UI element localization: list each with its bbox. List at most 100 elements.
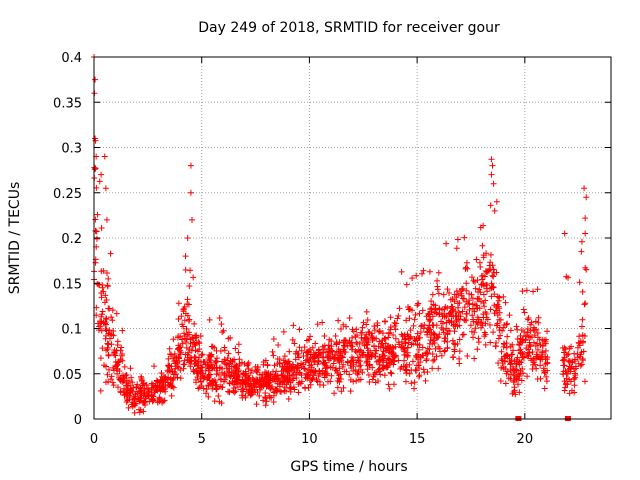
data-point	[218, 321, 225, 328]
data-point	[220, 327, 227, 334]
data-point	[152, 383, 159, 390]
data-point	[314, 361, 321, 368]
data-point	[137, 390, 144, 397]
y-tick-label: 0.05	[53, 368, 82, 383]
data-point	[559, 357, 566, 364]
data-point	[371, 327, 378, 334]
data-point	[340, 346, 347, 353]
data-point	[346, 315, 353, 322]
data-point	[102, 315, 109, 322]
data-point	[384, 363, 391, 370]
data-point	[582, 215, 589, 222]
data-point	[532, 318, 539, 325]
data-point	[107, 250, 114, 257]
data-point	[281, 374, 288, 381]
data-point	[333, 339, 340, 346]
data-point	[583, 266, 590, 273]
data-point	[117, 389, 124, 396]
data-point	[404, 331, 411, 338]
data-point	[254, 369, 261, 376]
data-point	[249, 367, 256, 374]
data-point	[377, 357, 384, 364]
data-point	[102, 292, 109, 299]
data-point	[98, 327, 105, 334]
data-point	[124, 386, 131, 393]
data-point	[462, 317, 469, 324]
data-point	[401, 357, 408, 364]
data-point	[108, 373, 115, 380]
data-point	[370, 335, 377, 342]
data-point	[413, 367, 420, 374]
data-point	[239, 380, 246, 387]
data-point	[581, 301, 588, 308]
data-point	[383, 363, 390, 370]
data-point	[411, 379, 418, 386]
data-point	[571, 389, 578, 396]
data-point	[375, 328, 382, 335]
data-point	[281, 359, 288, 366]
data-point	[185, 301, 192, 308]
data-point	[141, 400, 148, 407]
data-point	[349, 326, 356, 333]
data-point	[409, 358, 416, 365]
data-point	[496, 305, 503, 312]
data-point	[321, 332, 328, 339]
chart-title: Day 249 of 2018, SRMTID for receiver gou…	[198, 20, 500, 36]
data-point	[159, 373, 166, 380]
data-point	[296, 326, 303, 333]
data-point	[332, 333, 339, 340]
data-point	[93, 228, 100, 235]
data-point	[563, 370, 570, 377]
data-point	[319, 354, 326, 361]
data-point	[365, 372, 372, 379]
data-point	[435, 290, 442, 297]
data-point	[120, 374, 127, 381]
data-point	[428, 305, 435, 312]
data-point	[224, 388, 231, 395]
y-tick-label: 0.4	[61, 51, 82, 66]
data-point	[198, 364, 205, 371]
data-point	[218, 384, 225, 391]
data-point	[386, 385, 393, 392]
data-point	[103, 216, 110, 223]
data-point	[386, 329, 393, 336]
data-point	[494, 322, 501, 329]
data-point	[513, 323, 520, 330]
data-point	[192, 360, 199, 367]
data-point	[153, 386, 160, 393]
data-point	[381, 336, 388, 343]
data-point	[459, 308, 466, 315]
data-point	[477, 298, 484, 305]
data-point	[272, 385, 279, 392]
data-point	[213, 371, 220, 378]
data-point	[234, 384, 241, 391]
data-point	[218, 400, 225, 407]
data-point	[277, 378, 284, 385]
data-point	[301, 365, 308, 372]
data-point	[334, 384, 341, 391]
data-point	[359, 329, 366, 336]
data-point	[181, 361, 188, 368]
data-point	[205, 382, 212, 389]
data-point	[98, 224, 105, 231]
data-point	[236, 360, 243, 367]
data-point	[227, 334, 234, 341]
data-point	[444, 286, 451, 293]
data-point	[287, 385, 294, 392]
data-point	[576, 353, 583, 360]
data-point	[232, 345, 239, 352]
data-point	[158, 370, 165, 377]
data-point	[371, 323, 378, 330]
data-point	[503, 344, 510, 351]
data-point	[93, 235, 100, 242]
data-point	[404, 349, 411, 356]
data-point	[333, 349, 340, 356]
data-point	[473, 256, 480, 263]
data-point	[104, 344, 111, 351]
data-point	[187, 358, 194, 365]
data-point	[452, 308, 459, 315]
data-point	[359, 339, 366, 346]
data-point	[268, 394, 275, 401]
data-point	[272, 388, 279, 395]
data-point	[184, 235, 191, 241]
